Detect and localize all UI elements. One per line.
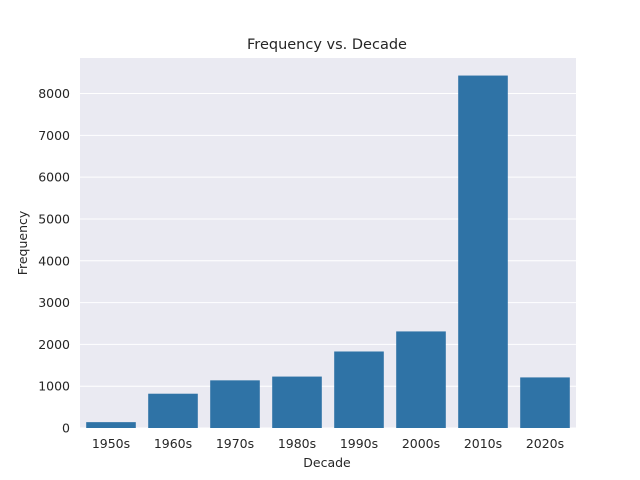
y-tick-label: 7000: [38, 128, 70, 143]
x-axis-label: Decade: [303, 455, 351, 470]
bar-2010s: [458, 75, 508, 428]
x-tick-label: 1950s: [92, 436, 130, 451]
x-axis-ticks: 1950s 1960s 1970s 1980s 1990s 2000s 2010s 2020s: [92, 436, 564, 451]
bar-1980s: [272, 376, 322, 428]
y-tick-label: 1000: [38, 379, 70, 394]
x-tick-label: 2000s: [402, 436, 440, 451]
x-tick-label: 2020s: [526, 436, 564, 451]
y-tick-label: 3000: [38, 295, 70, 310]
chart-title: Frequency vs. Decade: [247, 37, 407, 53]
x-tick-label: 1990s: [340, 436, 378, 451]
bar-2000s: [396, 331, 446, 428]
y-tick-label: 2000: [38, 337, 70, 352]
bars: [86, 75, 570, 428]
x-tick-label: 1980s: [278, 436, 316, 451]
bar-1960s: [148, 393, 198, 428]
x-tick-label: 1970s: [216, 436, 254, 451]
y-axis-ticks: 0 1000 2000 3000 4000 5000 6000 7000 8000: [38, 86, 70, 435]
y-tick-label: 6000: [38, 170, 70, 185]
y-tick-label: 0: [62, 421, 70, 436]
x-tick-label: 1960s: [154, 436, 192, 451]
y-tick-label: 8000: [38, 86, 70, 101]
y-tick-label: 5000: [38, 211, 70, 226]
bar-1970s: [210, 380, 260, 428]
x-tick-label: 2010s: [464, 436, 502, 451]
bar-1950s: [86, 422, 136, 428]
y-axis-label: Frequency: [15, 210, 30, 275]
bar-2020s: [520, 377, 570, 428]
y-tick-label: 4000: [38, 253, 70, 268]
bar-1990s: [334, 351, 384, 428]
